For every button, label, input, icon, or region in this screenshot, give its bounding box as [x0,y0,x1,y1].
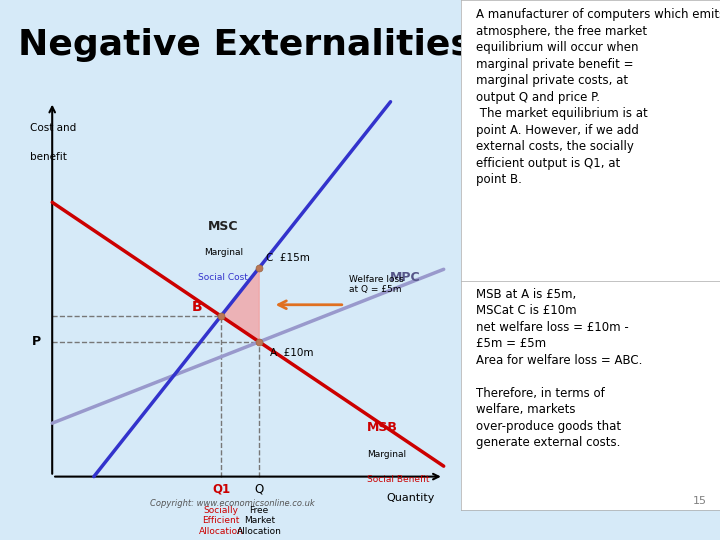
Text: Social Cost: Social Cost [198,273,248,282]
Text: MPC: MPC [390,272,420,285]
Text: Quantity: Quantity [387,494,435,503]
Text: Social Benefit: Social Benefit [367,475,430,484]
Text: Copyright: www.economicsonline.co.uk: Copyright: www.economicsonline.co.uk [150,499,315,508]
Text: C  £15m: C £15m [266,253,310,264]
Text: Free
Market
Allocation: Free Market Allocation [237,506,282,536]
Text: P: P [32,335,41,348]
Text: A manufacturer of computers which emits pollutants into the
atmosphere, the free: A manufacturer of computers which emits … [477,9,720,186]
Text: MSC: MSC [208,220,238,233]
Text: Marginal: Marginal [367,450,406,458]
Text: Cost and: Cost and [30,123,76,133]
Text: MSB at A is £5m,
MSCat C is £10m
net welfare loss = £10m -
£5m = £5m
Area for we: MSB at A is £5m, MSCat C is £10m net wel… [477,288,643,449]
Text: 15: 15 [693,496,707,505]
Text: Socially
Efficient
Allocation: Socially Efficient Allocation [199,506,243,536]
Text: Marginal: Marginal [204,248,243,257]
Polygon shape [221,268,259,342]
Text: benefit: benefit [30,152,66,163]
Text: Q: Q [255,483,264,496]
Text: B: B [192,300,202,314]
Text: A  £10m: A £10m [271,348,314,358]
Text: Welfare loss
at Q = £5m: Welfare loss at Q = £5m [349,275,404,294]
Text: Q1: Q1 [212,483,230,496]
Text: MSB: MSB [367,421,398,435]
Text: Negative Externalities: Negative Externalities [18,28,472,62]
